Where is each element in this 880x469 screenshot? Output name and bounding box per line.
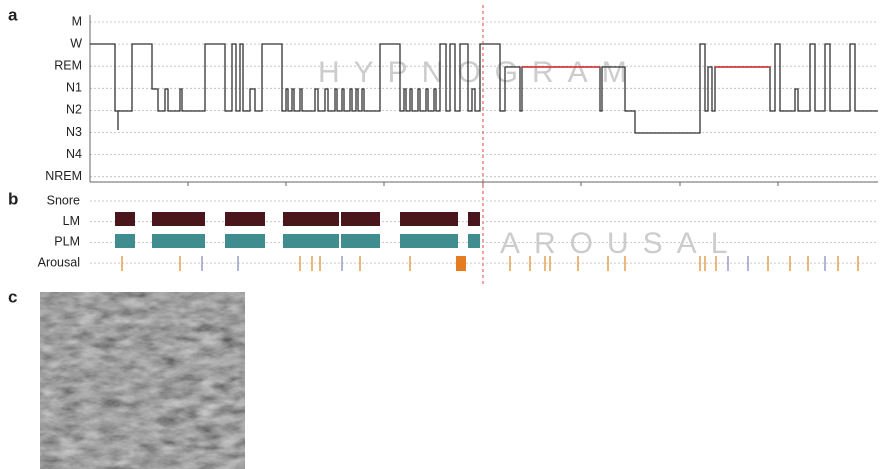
row-label: PLM xyxy=(54,235,80,249)
row-label: LM xyxy=(63,214,80,228)
panel-label: c xyxy=(8,287,17,306)
row-label: NREM xyxy=(45,169,82,183)
watermark: HYPNOGRAM xyxy=(318,56,641,89)
figure: a MW REM N1 N2 N3 N4 NREM HYPNOGRAM b Snore LM P… xyxy=(0,0,880,469)
panel-label: b xyxy=(8,189,18,208)
row-label: REM xyxy=(54,58,82,72)
watermark: AROUSAL xyxy=(500,227,741,260)
ultrasound-image xyxy=(40,292,245,469)
row-label: M xyxy=(72,14,82,28)
row-label: N1 xyxy=(66,81,82,95)
row-label: Arousal xyxy=(38,255,80,269)
row-label: W xyxy=(70,36,82,50)
page: {"panels": [ {"label": "a", "rows": ["M"… xyxy=(0,0,880,469)
row-label: N3 xyxy=(66,125,82,139)
row-labels: MW REM N1 N2 N3 N4 NREM xyxy=(45,14,878,183)
row-label: N2 xyxy=(66,103,82,117)
panel-label: a xyxy=(8,5,18,24)
arousal-event xyxy=(456,256,466,271)
row-label: N4 xyxy=(66,147,82,161)
row-label: Snore xyxy=(47,193,80,207)
lm-events xyxy=(115,212,480,226)
plm-events xyxy=(115,234,480,248)
